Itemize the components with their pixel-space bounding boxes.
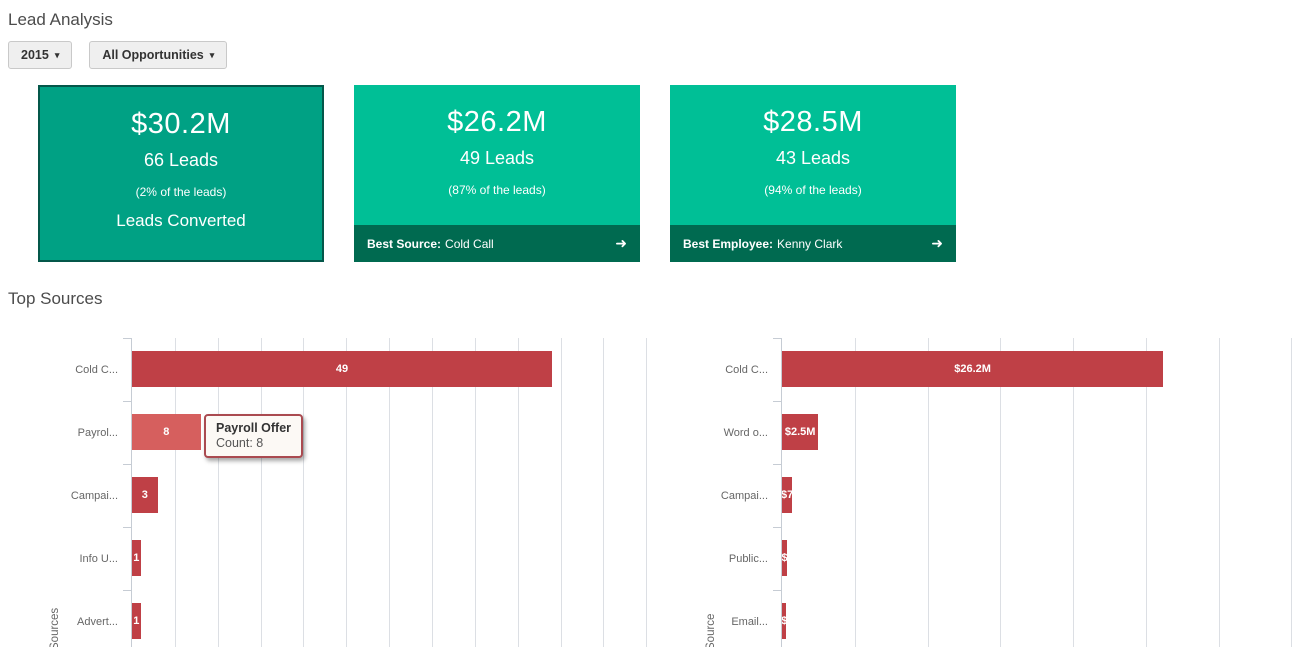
chart-leads-by-source: 49 8 3 1 1 Cold C... Payrol... Campai... Info U.… (0, 338, 656, 647)
kpi-leads-count: 43 Leads (775, 148, 851, 168)
axis-tick (773, 401, 781, 402)
gridline (346, 338, 348, 647)
year-filter-dropdown[interactable]: 2015 ▾ (8, 41, 73, 69)
axis-tick (773, 590, 781, 591)
bar-advert[interactable]: 1 (132, 603, 141, 639)
bar-tooltip: Payroll Offer Count: 8 (204, 414, 304, 458)
kpi-leads-count: 49 Leads (459, 148, 535, 168)
arrow-right-icon: ➜ (615, 235, 627, 251)
caret-down-icon: ▾ (54, 49, 60, 60)
category-label: Cold C... (75, 363, 118, 376)
category-label: Campai... (720, 489, 768, 502)
charts-row: 49 8 3 1 1 Cold C... Payrol... Campai... Info U.… (0, 338, 1312, 647)
bar-coldc[interactable]: $26.2M (782, 351, 1164, 387)
kpi-percent: (94% of the leads) (764, 183, 862, 197)
gridline (1073, 338, 1074, 647)
bar-payrol[interactable]: 8 (132, 414, 201, 450)
gridline (260, 338, 262, 647)
kpi-value: $28.5M (763, 106, 863, 138)
footer-value: Cold Call (445, 236, 494, 251)
gridline (1291, 338, 1293, 647)
bar-wordo[interactable]: $2.5M (782, 414, 819, 450)
chart-revenue-by-source: $26.2M $2.5M $7 $ $ Cold C... Word o... Campai.… (656, 338, 1312, 647)
kpi-subtitle: Leads Converted (116, 211, 246, 230)
kpi-value: $26.2M (447, 106, 547, 138)
kpi-cards-row: $30.2M 66 Leads (2% of the leads) Leads … (38, 85, 1312, 262)
gridline (1145, 338, 1147, 647)
y-axis-title: Source (705, 613, 717, 647)
category-label: Info U... (79, 552, 118, 565)
plot-area: 49 8 3 1 1 (123, 338, 656, 647)
opportunities-filter-dropdown[interactable]: All Opportunities ▾ (89, 41, 228, 69)
gridline (431, 338, 433, 647)
axis-tick (773, 338, 781, 339)
gridline (854, 338, 856, 647)
gridline (1000, 338, 1002, 647)
opportunities-filter-label: All Opportunities (102, 48, 204, 62)
gridline (389, 338, 391, 647)
gridline (927, 338, 929, 647)
footer-label: Best Source: (367, 236, 442, 251)
category-label: Word o... (723, 426, 768, 439)
axis-tick (773, 464, 781, 465)
tooltip-body: Count: 8 (216, 436, 264, 450)
gridline (1218, 338, 1220, 647)
caret-down-icon: ▾ (209, 49, 215, 60)
category-label: Payrol... (77, 426, 118, 439)
section-title-top-sources: Top Sources (8, 289, 103, 308)
bar-infou[interactable]: 1 (132, 540, 141, 576)
bar-coldc[interactable]: 49 (132, 351, 552, 387)
filter-bar: 2015 ▾ All Opportunities ▾ (8, 41, 1312, 69)
axis-tick (123, 464, 131, 465)
axis-tick (123, 338, 131, 339)
kpi-card-leads-converted[interactable]: $30.2M 66 Leads (2% of the leads) Leads … (38, 85, 324, 262)
best-source-link[interactable]: Best Source: Cold Call ➜ (354, 225, 640, 262)
axis-tick (123, 527, 131, 528)
category-label: Public... (728, 552, 768, 565)
tooltip-title: Payroll Offer (216, 421, 292, 435)
category-label: Cold C... (725, 363, 768, 376)
kpi-leads-count: 66 Leads (143, 150, 219, 170)
y-axis-title: Sources (49, 607, 61, 647)
page-title: Lead Analysis (8, 10, 113, 29)
year-filter-label: 2015 (21, 48, 49, 62)
footer-label: Best Employee: (683, 236, 774, 251)
gridline (603, 338, 605, 647)
gridline (560, 338, 562, 647)
footer-value: Kenny Clark (777, 236, 843, 251)
category-label: Email... (731, 615, 768, 628)
axis-tick (773, 527, 781, 528)
gridline (217, 338, 219, 647)
arrow-right-icon: ➜ (931, 235, 943, 251)
gridline (303, 338, 305, 647)
kpi-card-best-employee[interactable]: $28.5M 43 Leads (94% of the leads) Best … (670, 85, 956, 262)
kpi-percent: (2% of the leads) (135, 185, 227, 199)
best-employee-link[interactable]: Best Employee: Kenny Clark ➜ (670, 225, 956, 262)
bar-campai[interactable]: $7 (782, 477, 793, 513)
category-label: Campai... (70, 489, 118, 502)
gridline (474, 338, 476, 647)
bar-campai[interactable]: 3 (132, 477, 158, 513)
kpi-card-best-source[interactable]: $26.2M 49 Leads (87% of the leads) Best … (354, 85, 640, 262)
kpi-value: $30.2M (131, 108, 231, 140)
axis-tick (123, 401, 131, 402)
gridline (646, 338, 648, 647)
bar-email[interactable]: $ (782, 603, 787, 639)
bar-public[interactable]: $ (782, 540, 788, 576)
axis-tick (123, 590, 131, 591)
plot-area: $26.2M $2.5M $7 $ $ (773, 338, 1312, 647)
category-label: Advert... (77, 615, 118, 628)
gridline (517, 338, 519, 647)
gridline (174, 338, 176, 647)
kpi-percent: (87% of the leads) (448, 183, 546, 197)
